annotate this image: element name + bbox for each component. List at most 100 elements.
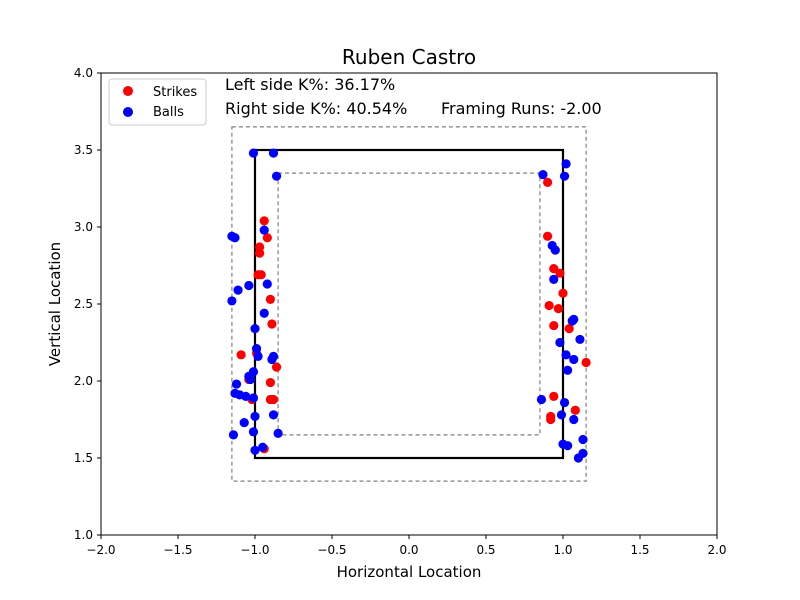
balls-point xyxy=(227,296,237,306)
strikes-point xyxy=(271,362,282,372)
balls-point xyxy=(262,279,272,289)
x-tick-label: −2.0 xyxy=(86,543,115,557)
legend-balls-label: Balls xyxy=(153,105,184,120)
x-tick-label: 2.0 xyxy=(707,543,726,557)
x-tick-label: 0.5 xyxy=(476,543,495,557)
x-axis-label: Horizontal Location xyxy=(337,563,482,581)
balls-point xyxy=(250,445,260,455)
x-tick-label: −1.5 xyxy=(163,543,192,557)
y-tick-label: 1.5 xyxy=(74,451,93,465)
strikes-point xyxy=(553,304,563,314)
strikes-point xyxy=(544,300,554,311)
x-tick-label: −1.0 xyxy=(240,543,269,557)
balls-point xyxy=(233,285,243,295)
y-tick-label: 1.0 xyxy=(74,528,93,542)
y-axis-label: Vertical Location xyxy=(46,242,64,366)
balls-point xyxy=(559,397,570,408)
balls-point xyxy=(259,308,269,318)
balls-point xyxy=(569,414,579,425)
balls-point xyxy=(561,350,571,360)
balls-point xyxy=(567,316,577,326)
right-k-annotation: Right side K%: 40.54% xyxy=(225,99,407,118)
x-tick-label: −0.5 xyxy=(317,543,346,557)
balls-point xyxy=(231,379,242,389)
balls-point xyxy=(258,442,268,452)
strikes-point xyxy=(546,414,556,425)
balls-point xyxy=(573,453,584,463)
y-tick-label: 4.0 xyxy=(74,66,93,80)
balls-point xyxy=(271,171,282,181)
points-layer xyxy=(227,148,591,463)
strikes-point xyxy=(268,394,279,405)
balls-point xyxy=(248,148,259,158)
y-tick-label: 3.0 xyxy=(74,220,93,234)
balls-point xyxy=(267,354,277,365)
balls-point xyxy=(563,441,573,451)
strikes-point xyxy=(581,357,591,368)
balls-point xyxy=(559,171,570,181)
balls-point xyxy=(230,233,240,243)
balls-point xyxy=(578,434,588,445)
strikes-point xyxy=(236,350,246,360)
balls-point xyxy=(569,354,579,365)
balls-point xyxy=(251,344,262,354)
y-tick-label: 3.5 xyxy=(74,143,93,157)
strikes-point xyxy=(558,288,568,298)
legend: Strikes Balls xyxy=(108,78,207,126)
balls-point xyxy=(248,393,259,403)
strikes-point xyxy=(265,294,275,304)
legend-strikes-marker xyxy=(123,86,133,96)
y-tick-label: 2.0 xyxy=(74,374,93,388)
strikes-point xyxy=(267,319,277,329)
strikes-point xyxy=(570,405,580,415)
x-axis: −2.0 −1.5 −1.0 −0.5 0.0 0.5 1.0 1.5 2.0 xyxy=(86,535,727,557)
balls-point xyxy=(555,337,565,348)
x-tick-label: 1.5 xyxy=(630,543,649,557)
balls-point xyxy=(239,417,249,428)
balls-point xyxy=(538,170,548,180)
y-axis: 1.0 1.5 2.0 2.5 3.0 3.5 4.0 xyxy=(74,66,101,542)
balls-point xyxy=(563,365,573,375)
strikes-point xyxy=(543,177,553,187)
balls-point xyxy=(536,394,547,405)
balls-point xyxy=(228,430,239,440)
x-tick-label: 1.0 xyxy=(553,543,572,557)
balls-point xyxy=(575,334,585,345)
balls-point xyxy=(561,159,571,169)
strikes-point xyxy=(564,324,574,334)
balls-point xyxy=(248,427,259,437)
strikes-point xyxy=(549,320,559,331)
balls-point xyxy=(245,374,255,385)
balls-point xyxy=(250,411,260,422)
strikes-point xyxy=(256,270,266,280)
strikes-point xyxy=(555,268,565,278)
balls-point xyxy=(244,280,254,291)
balls-point xyxy=(550,245,560,255)
framing-runs-annotation: Framing Runs: -2.00 xyxy=(441,99,602,118)
balls-point xyxy=(241,391,251,401)
legend-box xyxy=(108,78,207,126)
balls-point xyxy=(273,428,283,438)
strikes-point xyxy=(265,377,275,388)
strikes-point xyxy=(259,216,269,226)
chart-title: Ruben Castro xyxy=(342,45,476,69)
strikes-point xyxy=(255,248,265,258)
y-tick-label: 2.5 xyxy=(74,297,93,311)
legend-strikes-label: Strikes xyxy=(153,85,197,100)
left-k-annotation: Left side K%: 36.17% xyxy=(225,75,395,94)
strikes-point xyxy=(549,391,559,401)
balls-point xyxy=(549,274,559,284)
strikes-point xyxy=(262,233,272,243)
legend-balls-marker xyxy=(123,107,133,117)
inner-zone xyxy=(277,172,541,436)
balls-point xyxy=(250,324,260,334)
x-tick-label: 0.0 xyxy=(399,543,418,557)
strikes-point xyxy=(543,231,553,241)
balls-point xyxy=(259,225,269,235)
strike-zone xyxy=(253,148,565,460)
balls-point xyxy=(268,148,279,158)
balls-point xyxy=(556,410,567,420)
balls-point xyxy=(253,351,263,361)
balls-point xyxy=(268,410,279,420)
